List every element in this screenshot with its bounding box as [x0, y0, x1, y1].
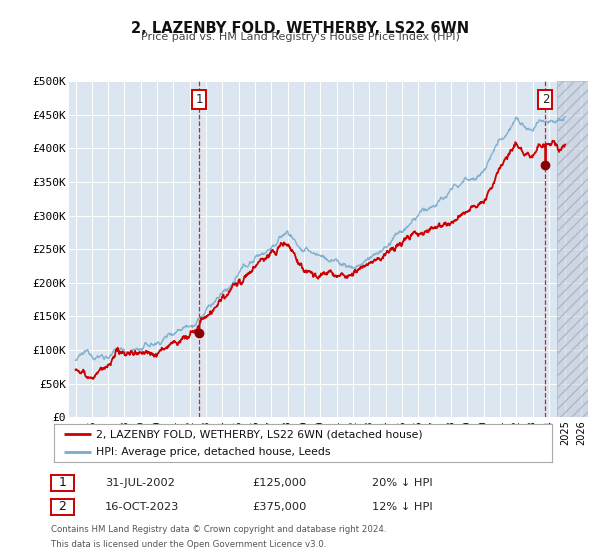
Text: 1: 1 [196, 93, 203, 106]
Text: £375,000: £375,000 [252, 502, 307, 512]
Text: 16-OCT-2023: 16-OCT-2023 [105, 502, 179, 512]
Text: HPI: Average price, detached house, Leeds: HPI: Average price, detached house, Leed… [97, 447, 331, 457]
Text: 31-JUL-2002: 31-JUL-2002 [105, 478, 175, 488]
Text: This data is licensed under the Open Government Licence v3.0.: This data is licensed under the Open Gov… [51, 540, 326, 549]
Text: 12% ↓ HPI: 12% ↓ HPI [372, 502, 433, 512]
Text: 2, LAZENBY FOLD, WETHERBY, LS22 6WN (detached house): 2, LAZENBY FOLD, WETHERBY, LS22 6WN (det… [97, 429, 423, 439]
Text: 2: 2 [58, 500, 67, 514]
Text: 20% ↓ HPI: 20% ↓ HPI [372, 478, 433, 488]
Text: Price paid vs. HM Land Registry's House Price Index (HPI): Price paid vs. HM Land Registry's House … [140, 32, 460, 43]
Text: 2: 2 [542, 93, 549, 106]
Text: 2, LAZENBY FOLD, WETHERBY, LS22 6WN: 2, LAZENBY FOLD, WETHERBY, LS22 6WN [131, 21, 469, 36]
Text: £125,000: £125,000 [252, 478, 306, 488]
Text: Contains HM Land Registry data © Crown copyright and database right 2024.: Contains HM Land Registry data © Crown c… [51, 525, 386, 534]
Text: 1: 1 [58, 476, 67, 489]
